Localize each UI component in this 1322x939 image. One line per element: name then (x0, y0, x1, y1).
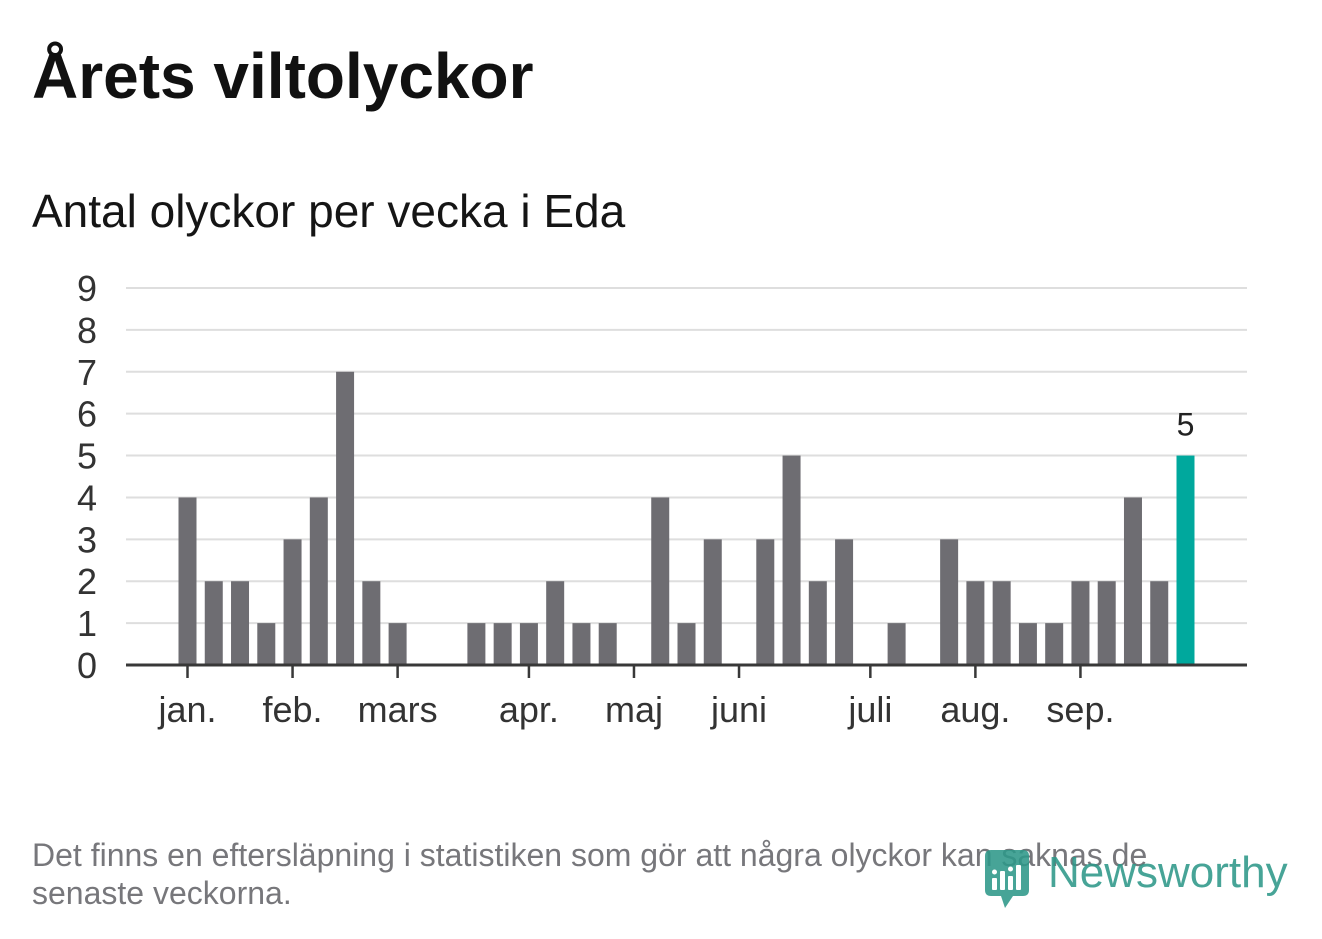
y-tick-label: 1 (77, 603, 97, 644)
bars (178, 371, 1195, 665)
bar (651, 497, 670, 665)
bar (309, 497, 328, 665)
bar (283, 539, 302, 665)
y-tick-label: 0 (77, 645, 97, 686)
bar (519, 623, 538, 665)
newsworthy-logo-text: Newsworthy (1048, 848, 1288, 897)
bar (756, 539, 775, 665)
footnote: Det finns en eftersläpning i statistiken… (32, 837, 1148, 911)
bar (835, 539, 854, 665)
bar (1097, 581, 1116, 665)
bar (204, 581, 223, 665)
bar (336, 371, 355, 665)
bar (677, 623, 696, 665)
bar (388, 623, 407, 665)
bar (808, 581, 827, 665)
x-axis-ticks: jan. feb. mars apr. maj juni juli aug. sep. (157, 665, 1114, 730)
chart-subtitle: Antal olyckor per vecka i Eda (32, 185, 626, 237)
bar (257, 623, 276, 665)
bar (362, 581, 381, 665)
x-tick-label: mars (358, 689, 438, 730)
x-tick-label: sep. (1046, 689, 1114, 730)
x-tick-label: jan. (157, 689, 216, 730)
bar (1123, 497, 1142, 665)
x-tick-label: feb. (263, 689, 323, 730)
y-tick-label: 5 (77, 436, 97, 477)
bar (940, 539, 959, 665)
bar-highlighted (1176, 455, 1195, 665)
bar (546, 581, 565, 665)
bar (598, 623, 617, 665)
bar (467, 623, 486, 665)
y-tick-label: 4 (77, 477, 97, 518)
bar (178, 497, 197, 665)
y-tick-label: 6 (77, 394, 97, 435)
bar (493, 623, 512, 665)
y-tick-label: 7 (77, 352, 97, 393)
y-tick-label: 9 (77, 268, 97, 309)
x-tick-label: apr. (499, 689, 559, 730)
newsworthy-logo: Newsworthy (983, 846, 1289, 910)
data-label: 5 (1177, 407, 1195, 443)
chart-title: Årets viltolyckor (32, 40, 534, 112)
y-tick-label: 3 (77, 519, 97, 560)
x-tick-label: juni (710, 689, 767, 730)
y-tick-label: 8 (77, 310, 97, 351)
bar (1045, 623, 1064, 665)
x-tick-label: maj (605, 689, 663, 730)
bar (1018, 623, 1037, 665)
bar (1150, 581, 1169, 665)
bar (887, 623, 906, 665)
newsworthy-logo-icon (985, 850, 1029, 908)
bar (572, 623, 591, 665)
bar (231, 581, 250, 665)
bar (1071, 581, 1090, 665)
bar (703, 539, 722, 665)
bar (992, 581, 1011, 665)
x-tick-label: juli (847, 689, 892, 730)
x-tick-label: aug. (940, 689, 1010, 730)
bar (782, 455, 801, 665)
bar (966, 581, 985, 665)
y-tick-label: 2 (77, 561, 97, 602)
